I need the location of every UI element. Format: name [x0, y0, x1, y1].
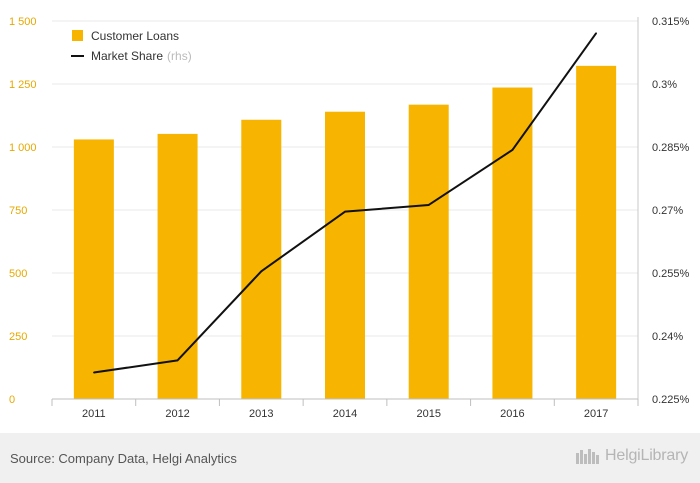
- left-tick-label: 500: [9, 268, 27, 280]
- point-market-share: [344, 210, 346, 213]
- left-tick-label: 0: [9, 394, 15, 406]
- footer: Source: Company Data, Helgi Analytics He…: [0, 433, 700, 483]
- bar-customer-loans: [157, 133, 198, 399]
- bar-customer-loans: [576, 65, 617, 399]
- left-tick-label: 1 250: [9, 79, 37, 91]
- chart: 0 250 500 750 1 000 1 250 1 500 0.225% 0.24% 0.25…: [9, 16, 690, 420]
- brand-logo[interactable]: HelgiLibrary: [575, 447, 688, 465]
- left-tick-label: 1 000: [9, 142, 37, 154]
- bar-customer-loans: [408, 104, 449, 399]
- right-tick-label: 0.225%: [652, 394, 690, 406]
- bar-customer-loans: [241, 119, 282, 399]
- legend-label-customer-loans: Customer Loans: [91, 29, 179, 43]
- right-tick-label: 0.3%: [652, 79, 677, 91]
- axes: 0 250 500 750 1 000 1 250 1 500 0.225% 0.24% 0.25…: [9, 16, 690, 420]
- x-tick-label: 2011: [82, 408, 106, 420]
- x-tick-label: 2014: [333, 408, 357, 420]
- line-series: [93, 32, 597, 374]
- right-tick-label: 0.285%: [652, 142, 690, 154]
- source-text: Source: Company Data, Helgi Analytics: [10, 451, 237, 466]
- bar-series: [73, 65, 617, 399]
- x-tick-label: 2015: [416, 408, 440, 420]
- right-tick-label: 0.27%: [652, 205, 683, 217]
- bar-customer-loans: [73, 139, 114, 399]
- brand-name: HelgiLibrary: [605, 447, 688, 464]
- left-tick-label: 1 500: [9, 16, 37, 28]
- legend-swatch-customer-loans: [72, 30, 83, 41]
- x-tick-label: 2016: [500, 408, 524, 420]
- right-tick-label: 0.315%: [652, 16, 690, 28]
- x-tick-label: 2012: [165, 408, 189, 420]
- point-market-share: [427, 204, 430, 206]
- point-market-share: [511, 149, 514, 151]
- bar-customer-loans: [492, 87, 533, 399]
- legend-label-market-share: Market Share (rhs): [91, 49, 192, 63]
- point-market-share: [176, 359, 179, 362]
- point-market-share: [260, 270, 263, 273]
- left-tick-label: 750: [9, 205, 27, 217]
- right-tick-label: 0.255%: [652, 268, 690, 280]
- point-market-share: [93, 371, 95, 374]
- x-tick-label: 2013: [249, 408, 273, 420]
- x-tick-label: 2017: [584, 408, 608, 420]
- bar-customer-loans: [325, 111, 365, 399]
- right-tick-label: 0.24%: [652, 331, 683, 343]
- legend: Customer Loans Market Share (rhs): [71, 29, 192, 63]
- left-tick-label: 250: [9, 331, 27, 343]
- point-market-share: [595, 32, 597, 34]
- library-icon: [576, 449, 600, 464]
